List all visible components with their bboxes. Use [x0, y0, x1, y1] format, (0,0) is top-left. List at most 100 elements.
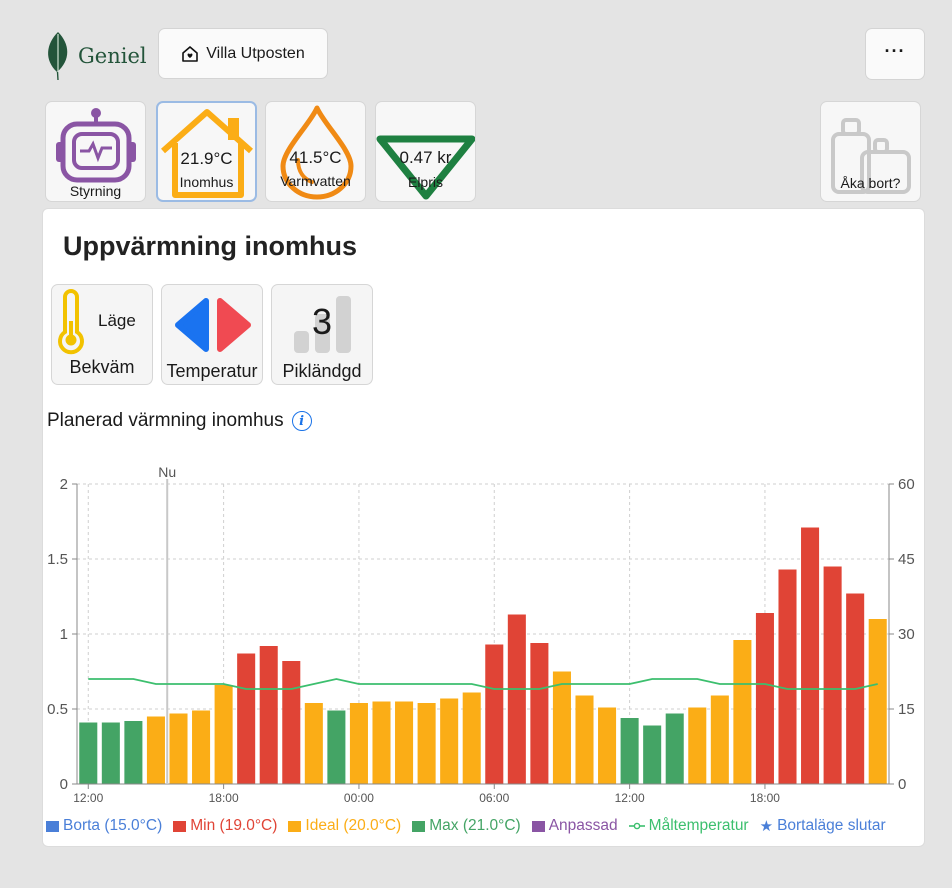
y-right-tick-label: 30 — [898, 626, 915, 643]
legend-item[interactable]: Måltemperatur — [628, 817, 749, 835]
x-tick-label: 18:00 — [750, 791, 780, 805]
thermometer-icon — [58, 289, 84, 355]
y-right-tick-label: 15 — [898, 701, 915, 718]
chart-bar — [710, 695, 729, 784]
tile-label: Åka bort? — [840, 175, 901, 191]
drop-icon — [280, 105, 354, 200]
y-left-tick-label: 1 — [60, 626, 68, 643]
chart-bar — [688, 707, 707, 784]
y-right-tick-label: 0 — [898, 776, 906, 793]
legend-marker — [531, 820, 545, 832]
legend-marker: ★ — [759, 818, 774, 835]
x-tick-label: 18:00 — [209, 791, 239, 805]
tile-label: Inomhus — [179, 174, 234, 190]
y-right-tick-label: 60 — [898, 476, 915, 493]
legend-item[interactable]: Anpassad — [531, 817, 618, 835]
heating-panel: Uppvärmning inomhus Läge Bekväm Temperat… — [42, 208, 925, 847]
tile-varmvatten[interactable]: 41.5°C Varmvatten — [265, 101, 366, 202]
legend-marker — [46, 820, 59, 832]
legend-item[interactable]: ★ Bortaläge slutar — [760, 817, 886, 835]
legend-marker — [628, 822, 645, 830]
y-left-tick-label: 2 — [60, 476, 68, 493]
mode-tile-piklangd[interactable]: 3 Pikländgd — [271, 284, 373, 385]
legend-item[interactable]: Borta (15.0°C) — [46, 817, 162, 835]
chart-bar — [192, 710, 211, 784]
mode-label: Bekväm — [69, 357, 135, 377]
chart-bar — [146, 716, 165, 784]
mode-tile-temperatur[interactable]: Temperatur — [161, 284, 263, 385]
tile-elpris[interactable]: 0.47 kr Elpris — [375, 101, 476, 202]
chart-bar — [304, 703, 323, 784]
x-tick-label: 00:00 — [344, 791, 374, 805]
legend-item[interactable]: Min (19.0°C) — [173, 817, 277, 835]
tile-label: Varmvatten — [280, 173, 351, 189]
chart-bar — [823, 566, 842, 784]
legend-label: Anpassad — [548, 817, 618, 834]
price-value: 0.47 kr — [399, 148, 452, 167]
mode-tile-lage[interactable]: Läge Bekväm — [51, 284, 153, 385]
indoor-temp-value: 21.9°C — [180, 149, 233, 168]
chart-bar — [801, 527, 820, 784]
chart-bar — [440, 698, 459, 784]
more-icon: ··· — [884, 40, 906, 61]
home-label: Villa Utposten — [206, 44, 305, 62]
chart-bar — [575, 695, 594, 784]
chart-bar — [665, 713, 684, 784]
leaf-icon — [48, 32, 68, 81]
water-temp-value: 41.5°C — [289, 148, 342, 167]
chart-legend: Borta (15.0°C) Min (19.0°C) Ideal (20.0°C)… — [46, 817, 886, 835]
y-left-tick-label: 0.5 — [47, 701, 68, 718]
chart-bar — [755, 613, 774, 784]
chart-bar — [395, 701, 414, 784]
chart-title: Planerad värmning inomhus — [47, 410, 284, 431]
chart-bar — [733, 640, 752, 784]
chart-bar — [79, 722, 98, 784]
info-icon[interactable]: i — [291, 411, 312, 431]
legend-marker — [412, 820, 426, 832]
chart-bar — [643, 725, 662, 784]
x-tick-label: 12:00 — [73, 791, 103, 805]
tile-aka-bort[interactable]: Åka bort? — [820, 101, 921, 202]
pike-length-value: 3 — [311, 301, 333, 342]
panel-title: Uppvärmning inomhus — [63, 231, 358, 261]
legend-label: Min (19.0°C) — [190, 817, 278, 834]
chart-bar — [868, 619, 887, 784]
heating-chart: 0 0.5 1 1.5 2 0 15 30 45 60 12:00 18:00 00:00 06:00 12… — [47, 464, 915, 805]
tile-inomhus[interactable]: 21.9°C Inomhus — [156, 101, 257, 202]
legend-label: Bortaläge slutar — [777, 817, 886, 834]
brand-logo[interactable]: Geniel — [44, 30, 147, 82]
chart-bar — [507, 614, 526, 784]
house-icon — [161, 109, 253, 198]
chart-bar — [552, 671, 571, 784]
target-temperature-line — [88, 678, 878, 690]
home-selector-button[interactable]: Villa Utposten — [158, 28, 328, 79]
tile-styrning[interactable]: Styrning — [45, 101, 146, 202]
chart-bar — [237, 653, 256, 784]
chart-bar — [259, 646, 278, 784]
chart-header: Planerad värmning inomhus i — [47, 410, 312, 432]
more-menu-button[interactable]: ··· — [865, 28, 925, 80]
brand-name: Geniel — [78, 44, 147, 68]
chart-bar — [417, 703, 436, 784]
y-left-tick-label: 0 — [60, 776, 68, 793]
robot-icon — [56, 108, 136, 183]
tile-label: Styrning — [69, 183, 122, 199]
signal-bars-icon — [294, 296, 351, 353]
chart-bar — [327, 710, 346, 784]
luggage-icon — [831, 118, 911, 194]
mode-label: Pikländgd — [282, 361, 362, 381]
x-tick-label: 06:00 — [479, 791, 509, 805]
chart-bar — [778, 569, 797, 784]
chart-bar — [530, 643, 549, 784]
legend-label: Max (21.0°C) — [429, 817, 521, 834]
legend-item[interactable]: Max (21.0°C) — [412, 817, 521, 835]
chart-bar — [169, 713, 188, 784]
mode-top-label: Läge — [98, 311, 136, 330]
legend-marker — [173, 820, 187, 832]
price-down-icon — [376, 135, 475, 200]
legend-marker — [288, 820, 302, 832]
legend-item[interactable]: Ideal (20.0°C) — [288, 817, 401, 835]
chart-bar — [485, 644, 504, 784]
chart-bar — [620, 718, 639, 784]
y-left-tick-label: 1.5 — [47, 551, 68, 568]
